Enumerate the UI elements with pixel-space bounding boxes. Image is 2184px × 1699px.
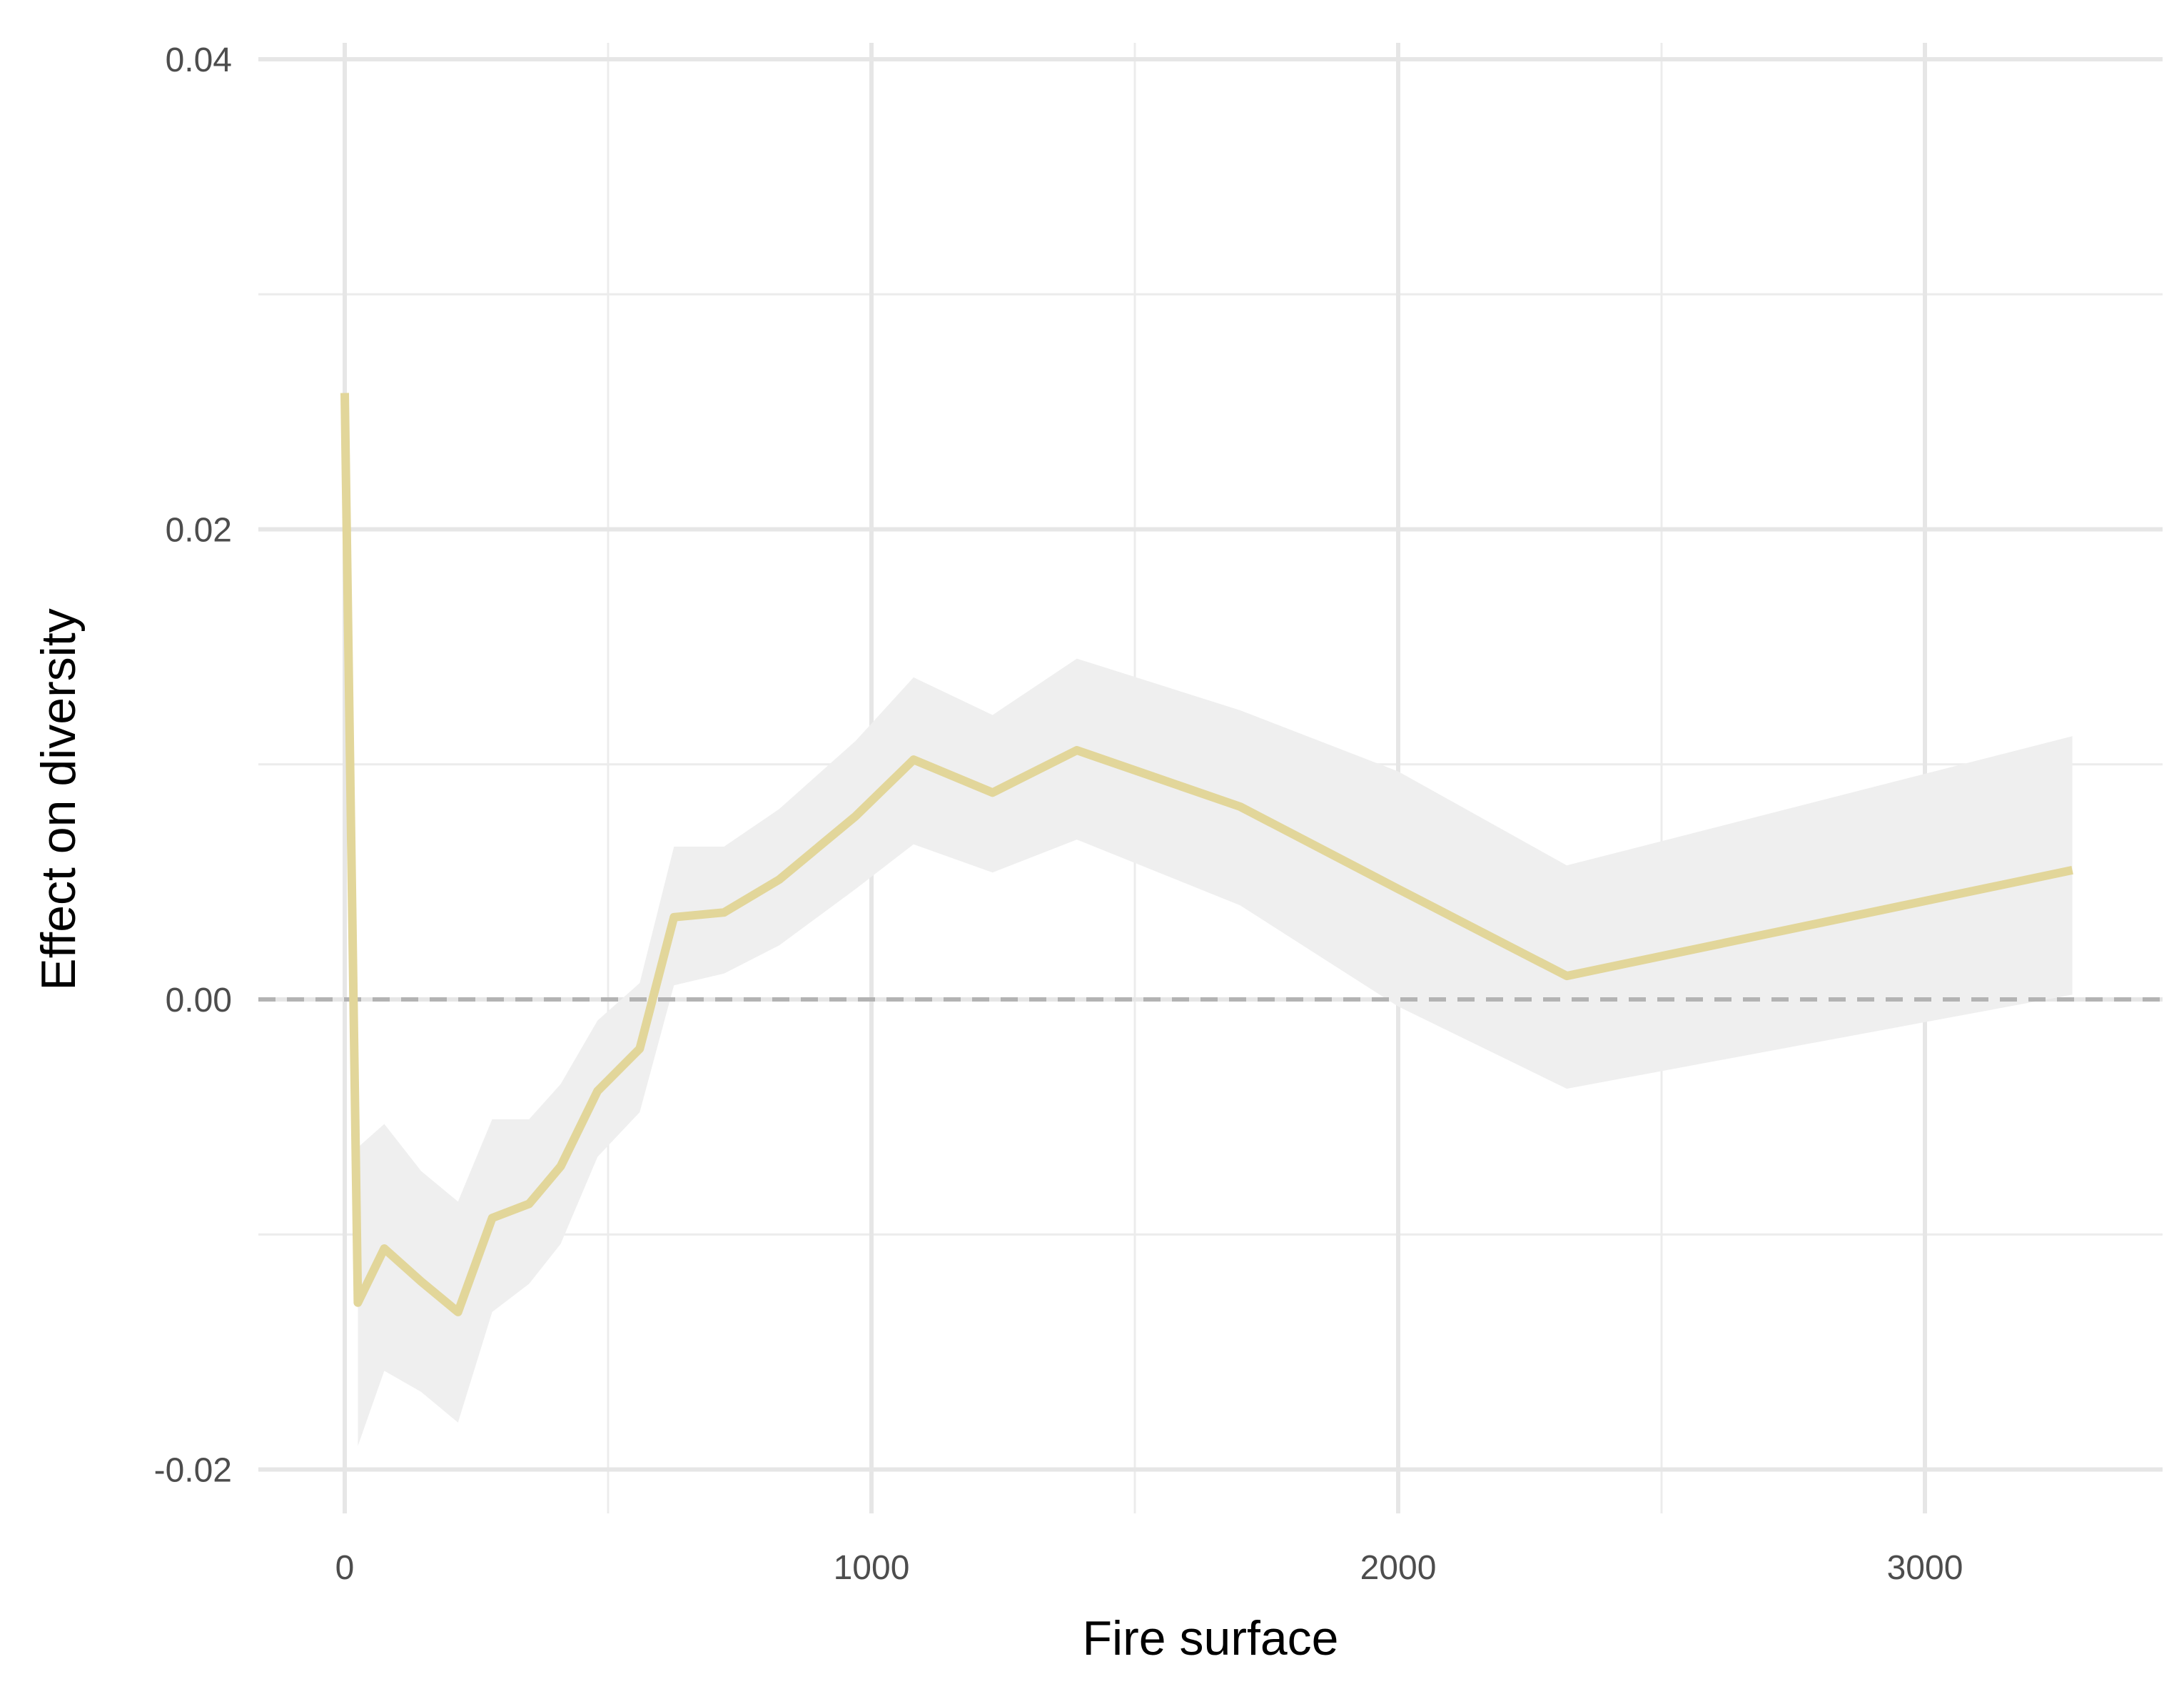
y-tick-labels: -0.02 0.00 0.02 0.04: [154, 41, 232, 1490]
y-axis-title: Effect on diversity: [31, 608, 86, 990]
y-tick-label-0: -0.02: [154, 1452, 232, 1490]
x-tick-labels: 0 1000 2000 3000: [335, 1549, 1963, 1587]
confidence-band-0: [358, 658, 2073, 1446]
effect-line-0: [340, 393, 2073, 1316]
x-tick-label-0: 0: [335, 1549, 355, 1587]
x-tick-label-1: 1000: [834, 1549, 910, 1587]
effect-line-layer: [340, 393, 2073, 1316]
confidence-band-layer: [358, 658, 2073, 1446]
y-tick-label-1: 0.00: [166, 982, 232, 1019]
y-tick-label-2: 0.02: [166, 512, 232, 550]
y-tick-label-3: 0.04: [166, 41, 232, 79]
x-tick-label-2: 2000: [1360, 1549, 1437, 1587]
x-axis-title: Fire surface: [1083, 1611, 1339, 1665]
x-tick-label-3: 3000: [1887, 1549, 1963, 1587]
